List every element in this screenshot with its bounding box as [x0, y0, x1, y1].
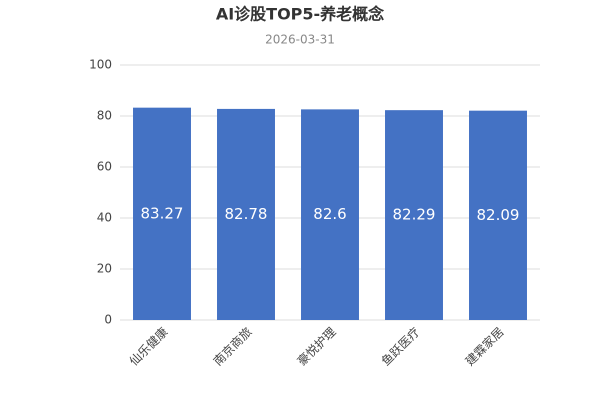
- chart-title: AI诊股TOP5-养老概念: [216, 5, 385, 24]
- y-tick-label: 40: [97, 211, 112, 225]
- bar: [301, 109, 359, 321]
- data-label: 83.27: [141, 204, 184, 222]
- x-tick-label: 豪悦护理: [294, 324, 339, 369]
- y-tick-label: 80: [97, 109, 112, 123]
- y-tick-label: 20: [97, 262, 112, 276]
- x-tick-label: 仙乐健康: [126, 324, 171, 369]
- y-tick-label: 100: [89, 58, 112, 72]
- data-label: 82.29: [393, 206, 436, 224]
- data-label: 82.78: [225, 205, 268, 223]
- x-tick-label: 南京商旅: [210, 324, 255, 369]
- chart-subtitle: 2026-03-31: [265, 33, 335, 47]
- bar: [133, 107, 191, 320]
- y-tick-label: 60: [97, 160, 112, 174]
- bar: [217, 108, 275, 320]
- x-tick-label: 鱼跃医疗: [379, 325, 423, 369]
- x-tick-label: 建霖家居: [462, 324, 507, 369]
- bar: [385, 110, 443, 321]
- y-tick-label: 0: [104, 313, 112, 327]
- data-label: 82.09: [477, 206, 520, 224]
- data-label: 82.6: [313, 205, 346, 223]
- bar: [469, 110, 527, 320]
